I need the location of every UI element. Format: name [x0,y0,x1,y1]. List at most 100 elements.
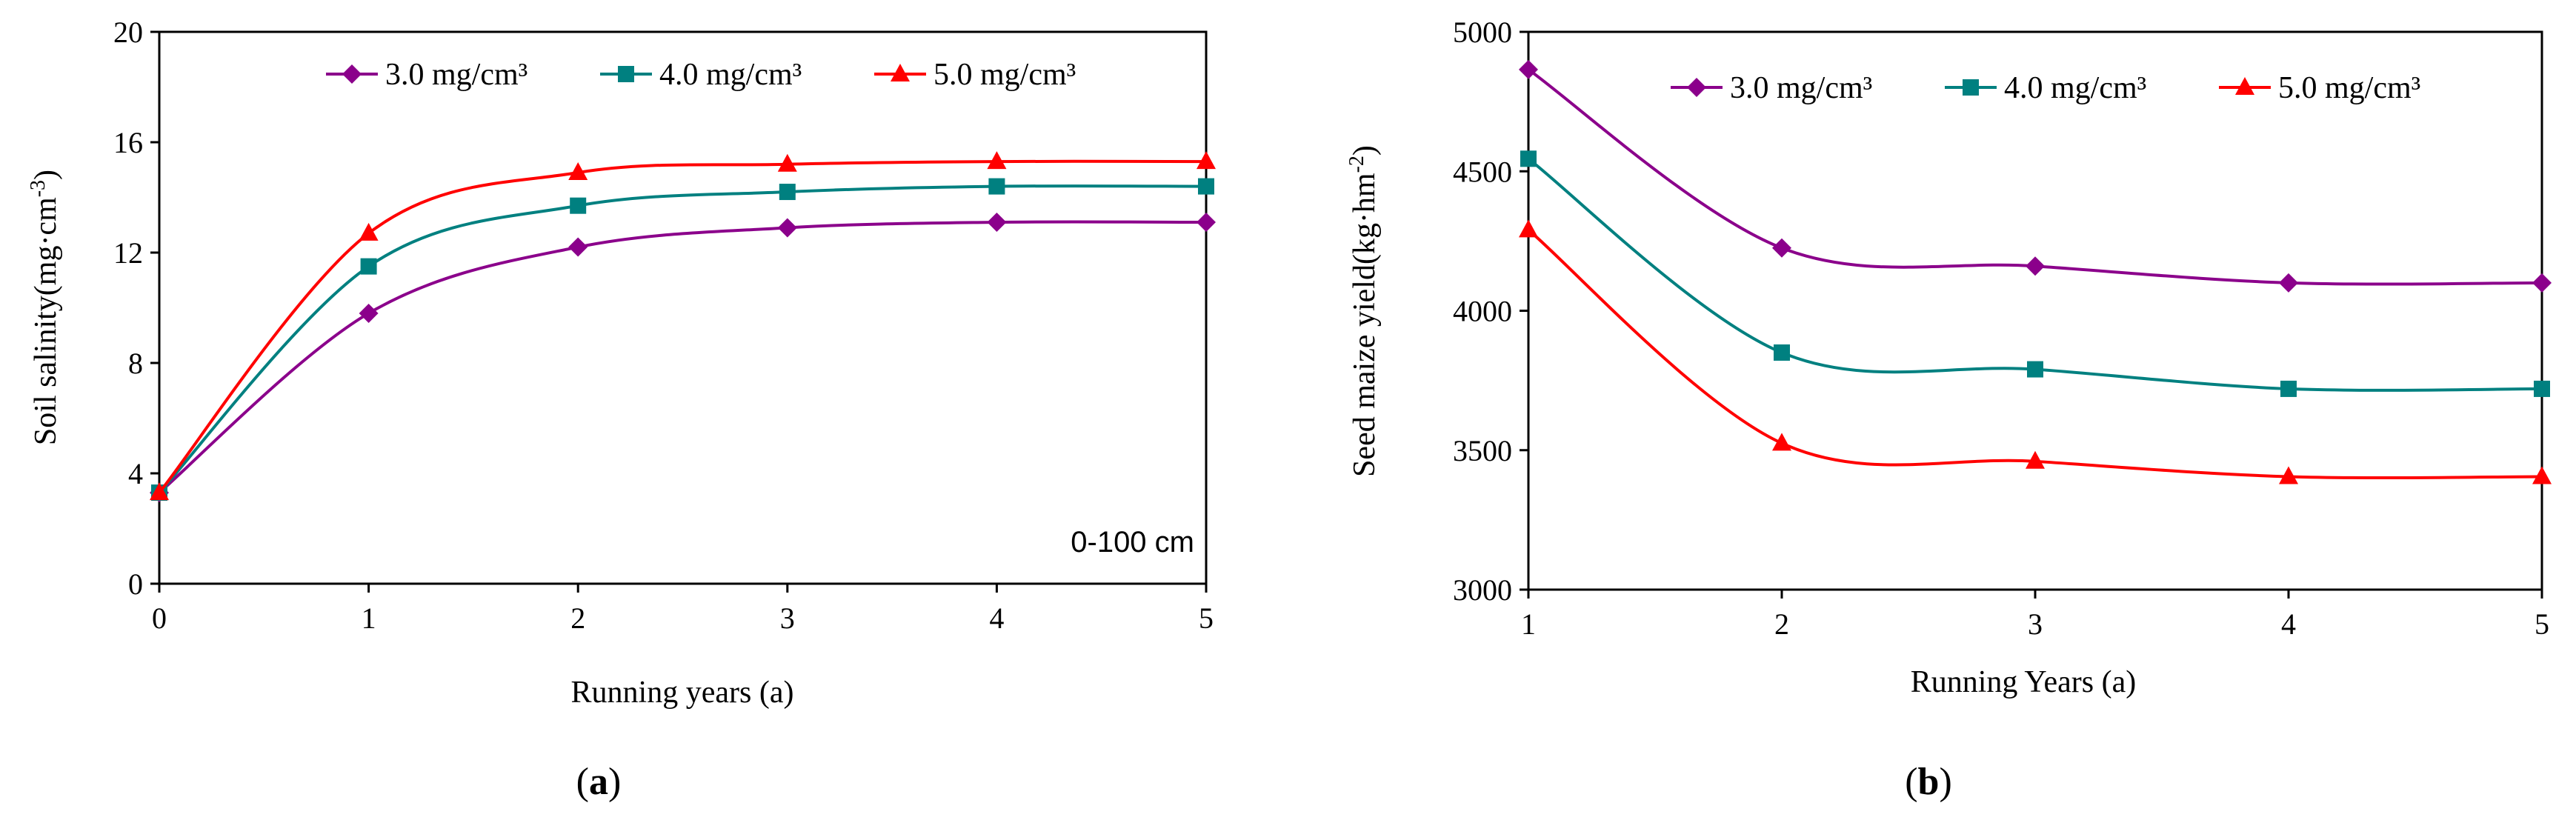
data-point-diamond [1772,238,1791,258]
legend-label: 5.0 mg/cm³ [2278,71,2420,105]
data-point-diamond [777,218,797,238]
x-tick-label: 3 [2028,607,2043,641]
y-axis-label-a: Soil salinity(mg·cm-3) [27,170,64,445]
data-point-diamond [2532,273,2552,293]
data-point-square [1774,344,1790,361]
data-point-diamond [987,213,1007,233]
x-tick-label: 1 [1521,607,1536,641]
data-point-square [2280,380,2297,397]
x-tick-label: 4 [989,601,1004,635]
y-tick-label: 5000 [1453,16,1512,49]
plot-area-a [158,30,1208,585]
data-point-square [1520,150,1537,167]
x-tick-label: 2 [570,601,585,635]
data-point-square [2534,380,2550,397]
legend-label: 3.0 mg/cm³ [385,58,527,92]
data-point-triangle [1197,151,1216,170]
data-point-diamond [2279,273,2298,293]
series-group-a [150,151,1216,503]
y-tick-label: 0 [128,567,143,601]
data-point-triangle [777,153,797,172]
data-point-diamond [359,303,379,323]
legend-label: 3.0 mg/cm³ [1730,71,1872,105]
legend-a: 3.0 mg/cm³ 4.0 mg/cm³ 5.0 mg/cm³ [326,58,1076,92]
panel-label-b-letter: b [1918,761,1940,803]
x-axis-label-b: Running Years (a) [1911,665,2136,699]
series-line-triangle [158,159,1207,494]
x-tick-label: 4 [2281,607,2296,641]
data-point-triangle [2279,466,2298,484]
x-tick-label: 2 [1774,607,1789,641]
data-point-triangle [1772,433,1791,451]
x-tick-label: 5 [1199,601,1214,635]
legend-label: 4.0 mg/cm³ [659,58,802,92]
data-point-square [779,184,796,201]
panel-label-b-close: ) [1939,761,1951,803]
series-line-diamond [158,220,1207,494]
data-point-diamond [2026,256,2045,276]
x-tick-label: 1 [362,601,376,635]
data-point-triangle [2026,450,2045,469]
data-point-square [988,178,1005,195]
data-point-square [570,197,587,214]
panel-label-a-close: ) [608,761,621,803]
y-tick-label: 4000 [1453,295,1512,328]
legend-label: 5.0 mg/cm³ [933,58,1076,92]
data-point-triangle [568,161,588,180]
y-axis-label-a-sup: -3 [27,180,50,197]
data-point-square [360,258,377,275]
x-tick-label: 3 [780,601,795,635]
x-axis-ticks-b: 1 2 3 4 5 [1521,590,2549,641]
plot-area-b [1527,30,2543,591]
panel-label-b-open: ( [1905,761,1917,803]
data-point-triangle [150,482,169,501]
y-tick-label: 3000 [1453,573,1512,607]
y-axis-ticks-a: 0 4 8 12 16 20 [113,16,159,601]
x-axis-label-a: Running years (a) [571,676,794,710]
series-line-square [158,184,1207,494]
data-point-diamond [1197,213,1216,233]
x-tick-label: 0 [152,601,167,635]
y-tick-label: 4 [128,457,143,490]
y-axis-label-b: Seed maize yield(kg·hm-2) [1345,145,1382,477]
x-tick-label: 5 [2535,607,2549,641]
legend-marker-square [1963,79,1979,96]
legend-marker-diamond [342,64,362,84]
x-axis-ticks-a: 0 1 2 3 4 5 [152,584,1214,635]
y-tick-label: 3500 [1453,434,1512,467]
data-point-triangle [987,151,1007,170]
y-tick-label: 4500 [1453,155,1512,188]
annotation-depth: 0-100 cm [1071,526,1194,559]
legend-marker-triangle [891,64,910,81]
y-axis-label-b-main: Seed maize yield(kg·hm [1348,173,1382,477]
legend-label: 4.0 mg/cm³ [2004,71,2146,105]
legend-marker-diamond [1687,78,1706,97]
data-point-triangle [1519,219,1538,238]
data-point-triangle [359,222,379,241]
y-axis-label-b-sup: -2 [1345,156,1368,173]
legend-b: 3.0 mg/cm³ 4.0 mg/cm³ 5.0 mg/cm³ [1671,71,2420,105]
data-point-triangle [2532,466,2552,484]
y-axis-label-a-main: Soil salinity(mg·cm [29,197,63,445]
y-tick-label: 12 [113,236,143,270]
data-point-square [2027,361,2043,378]
y-tick-label: 20 [113,16,143,49]
data-point-square [1198,178,1214,195]
chart-panel-b: 3000 3500 4000 4500 5000 1 2 3 4 5 3.0 mg/cm³ 4.0… [1345,16,2552,803]
y-tick-label: 8 [128,347,143,380]
data-point-diamond [568,237,588,257]
data-point-diamond [1519,59,1538,79]
y-axis-ticks-b: 3000 3500 4000 4500 5000 [1453,16,1528,607]
panel-label-a-open: ( [576,761,589,803]
panel-label-a: (a) [576,761,622,803]
panel-label-b: (b) [1905,761,1952,803]
y-axis-label-a-close: ) [29,170,63,180]
y-axis-label-b-close: ) [1348,145,1382,156]
y-tick-label: 16 [113,126,143,159]
series-line-triangle [1527,228,2543,480]
series-group-b [1519,59,2552,484]
legend-marker-triangle [2235,77,2254,95]
panel-label-a-letter: a [589,761,608,803]
